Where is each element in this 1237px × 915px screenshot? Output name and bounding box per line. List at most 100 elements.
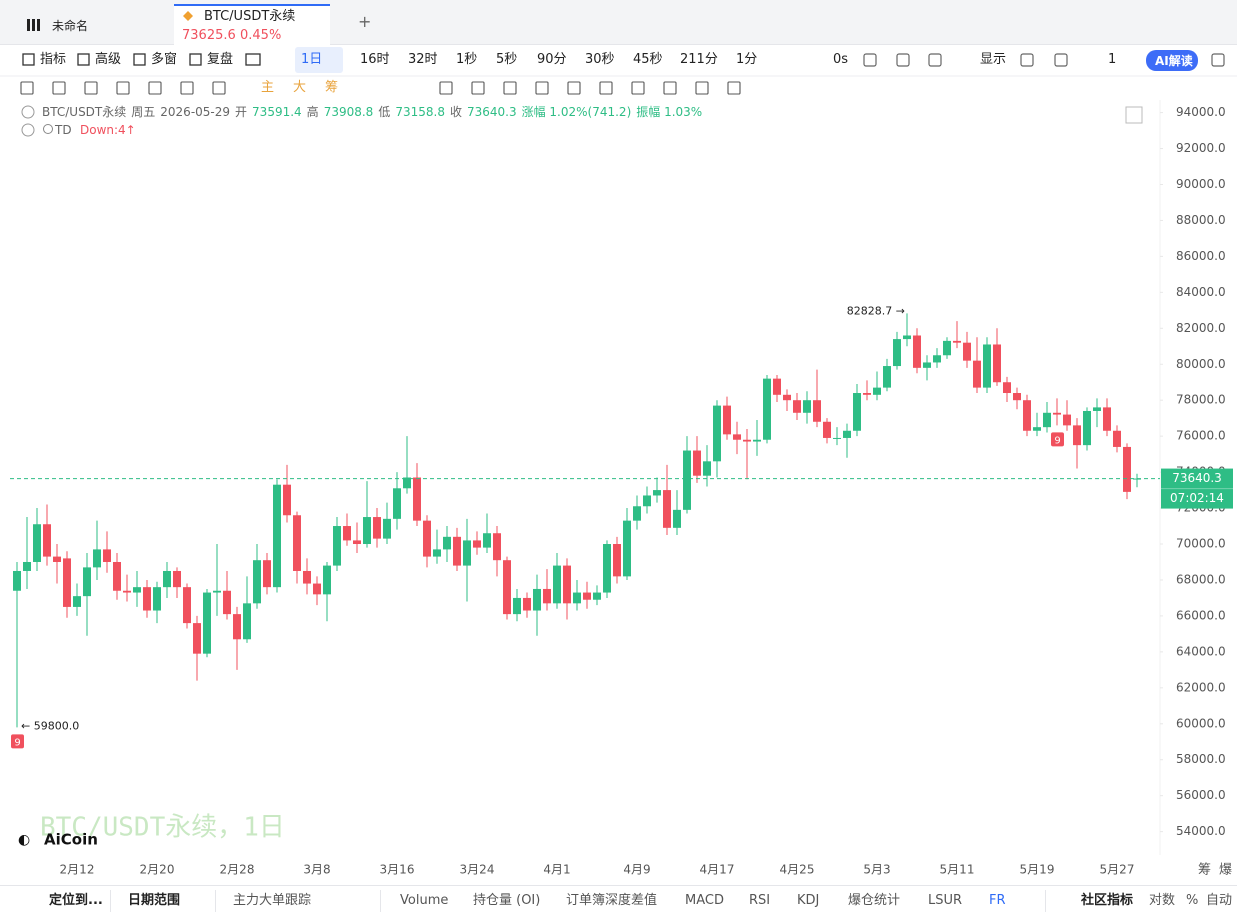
bottom-item[interactable]: 定位到... xyxy=(49,893,103,908)
active-tab[interactable] xyxy=(174,4,330,46)
tool-icon xyxy=(567,81,581,95)
toolbar-item[interactable]: 多窗 xyxy=(151,52,178,67)
tool-item[interactable]: 主 xyxy=(261,80,275,95)
toolbar-item[interactable]: 复盘 xyxy=(207,52,234,67)
candle-body xyxy=(93,549,101,568)
candle-body xyxy=(113,561,121,591)
bottom-item[interactable]: 对数 xyxy=(1149,893,1176,908)
tool-icon xyxy=(471,81,485,95)
day: 周五 xyxy=(131,105,156,119)
ai-button[interactable]: AI解读 xyxy=(1155,54,1193,68)
candle-body xyxy=(893,339,901,367)
candle-body xyxy=(503,560,511,615)
bottom-item[interactable]: Volume xyxy=(400,893,449,908)
y-tick-label: 54000.0 xyxy=(1176,824,1226,838)
candle-body xyxy=(563,565,571,604)
indicator-value: Down:4↑ xyxy=(80,123,136,137)
tool-item[interactable]: 大 xyxy=(293,80,307,95)
toolbar-item[interactable]: 高级 xyxy=(95,52,122,67)
tool-icon xyxy=(180,81,194,95)
candle-body xyxy=(523,597,531,611)
bottom-item[interactable]: 持仓量 (OI) xyxy=(473,893,541,908)
x-tick-label: 5月3 xyxy=(863,863,890,877)
bottom-item[interactable]: 日期范围 xyxy=(128,893,181,908)
y-tick-label: 64000.0 xyxy=(1176,644,1226,658)
bottom-item[interactable]: 社区指标 xyxy=(1081,893,1134,908)
candle-body xyxy=(293,515,301,571)
candle-body xyxy=(203,592,211,654)
toolbar-item[interactable]: 0s xyxy=(833,52,849,67)
tool-item[interactable]: 筹 xyxy=(325,80,339,95)
interval[interactable]: 1分 xyxy=(736,52,758,67)
x-tick-label: 4月17 xyxy=(700,863,735,877)
candle-body xyxy=(673,509,681,528)
interval[interactable]: 211分 xyxy=(680,52,718,67)
y-tick-label: 70000.0 xyxy=(1176,537,1226,551)
tab-label[interactable]: BTC/USDT永续 xyxy=(204,9,296,24)
bottom-item[interactable]: 自动 xyxy=(1206,893,1233,908)
bottom-item[interactable]: RSI xyxy=(749,893,771,908)
candle-body xyxy=(163,570,171,588)
toolbar-icon xyxy=(1054,53,1068,67)
candle-body xyxy=(83,567,91,597)
interval[interactable]: 5秒 xyxy=(496,52,518,67)
y-tick-label: 82000.0 xyxy=(1176,321,1226,335)
candle-body xyxy=(593,592,601,600)
symbol: BTC/USDT永续 xyxy=(42,105,127,119)
toolbar-item[interactable]: 指标 xyxy=(40,52,67,67)
candle-body xyxy=(1003,382,1011,394)
candle-body xyxy=(283,484,291,516)
timer-label: 07:02:14 xyxy=(1170,491,1224,505)
bottom-item[interactable]: KDJ xyxy=(797,893,820,908)
x-tick-label: 3月16 xyxy=(380,863,415,877)
candle-body xyxy=(343,526,351,541)
tab-label[interactable]: 未命名 xyxy=(52,19,89,33)
coin-icon xyxy=(183,11,193,21)
bottom-item[interactable]: % xyxy=(1186,893,1199,908)
candle-body xyxy=(693,450,701,476)
bottom-item[interactable]: 订单簿深度差值 xyxy=(566,893,658,908)
interval[interactable]: 16时 xyxy=(360,52,390,67)
tool-icon xyxy=(663,81,677,95)
candle-body xyxy=(1103,407,1111,431)
candle-body xyxy=(133,587,141,593)
interval[interactable]: 1秒 xyxy=(456,52,478,67)
candle-body xyxy=(983,344,991,388)
add-tab[interactable]: + xyxy=(358,12,372,31)
watermark: BTC/USDT永续，1日 xyxy=(40,813,285,843)
candle-body xyxy=(883,366,891,388)
interval[interactable]: 32时 xyxy=(408,52,438,67)
bottom-item[interactable]: 爆仓统计 xyxy=(848,893,901,908)
interval[interactable]: 30秒 xyxy=(585,52,615,67)
price-label: 73640.3 xyxy=(1172,471,1222,485)
bottom-item[interactable]: 主力大单跟踪 xyxy=(233,893,312,908)
interval[interactable]: 45秒 xyxy=(633,52,663,67)
tool-icon xyxy=(599,81,613,95)
tool-icon xyxy=(695,81,709,95)
candle-body xyxy=(923,362,931,368)
chart-type-icon xyxy=(245,53,261,66)
bottom-item[interactable]: LSUR xyxy=(928,893,963,908)
candle-body xyxy=(793,400,801,413)
toolbar-item[interactable]: 显示 xyxy=(980,52,1007,67)
candle-body xyxy=(373,517,381,539)
logo: AiCoin xyxy=(44,831,98,849)
toolbar-item[interactable]: 1 xyxy=(1108,52,1117,67)
bottom-item[interactable]: MACD xyxy=(685,893,724,908)
candle-body xyxy=(413,477,421,521)
candle-body xyxy=(323,565,331,595)
y-tick-label: 60000.0 xyxy=(1176,716,1226,730)
y-tick-label: 66000.0 xyxy=(1176,608,1226,622)
interval[interactable]: 1日 xyxy=(301,52,323,67)
bottom-item[interactable]: FR xyxy=(989,893,1006,908)
y-tick-label: 56000.0 xyxy=(1176,788,1226,802)
candle-body xyxy=(1073,425,1081,446)
candle-body xyxy=(993,344,1001,383)
candle-body xyxy=(583,592,591,600)
interval[interactable]: 90分 xyxy=(537,52,567,67)
candle-body xyxy=(663,490,671,528)
tool-icon xyxy=(503,81,517,95)
x-tick-label: 4月9 xyxy=(623,863,650,877)
candle-body xyxy=(573,592,581,604)
value: 73908.8 xyxy=(323,105,374,119)
